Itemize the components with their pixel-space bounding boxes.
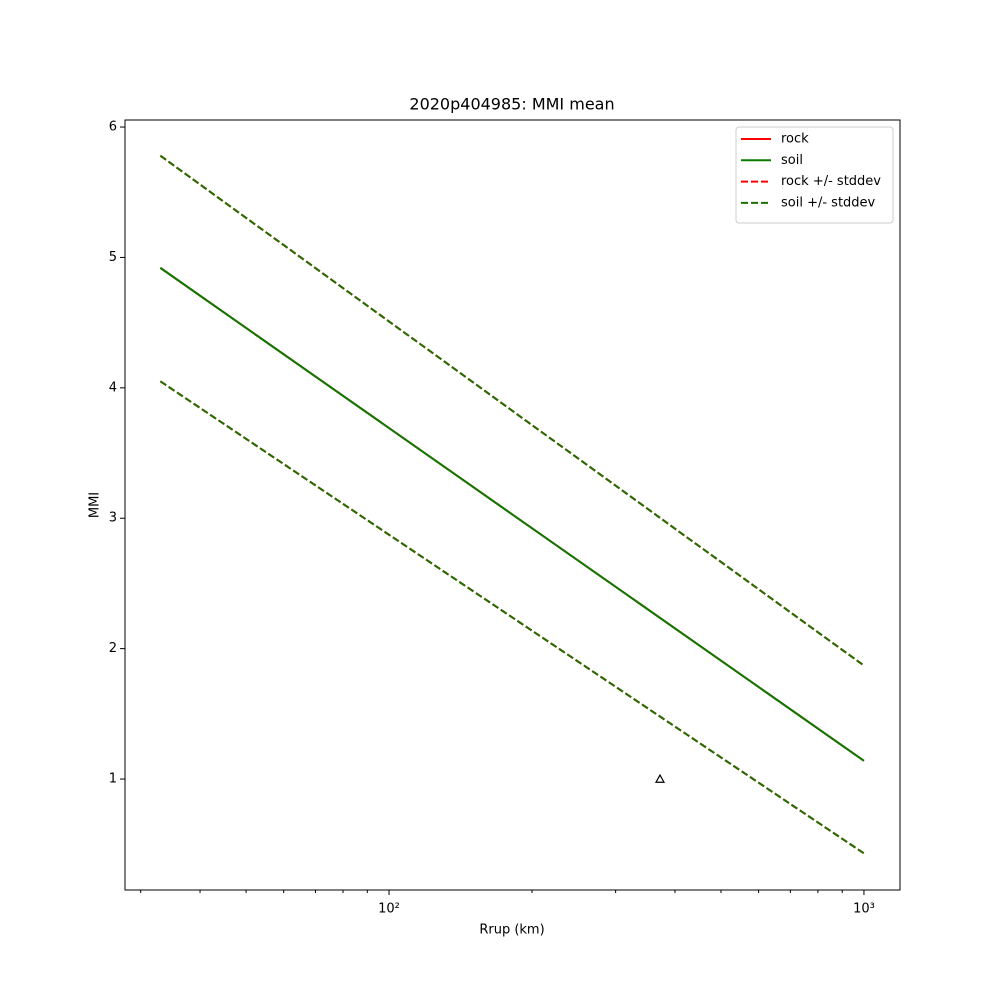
chart-title: 2020p404985: MMI mean <box>409 95 614 114</box>
legend-box <box>735 126 894 224</box>
legend-label: rock +/- stddev <box>781 174 881 189</box>
plot-frame <box>124 119 901 891</box>
observation-marker <box>654 773 666 783</box>
y-tick-label: 5 <box>109 250 117 265</box>
x-axis-label: Rrup (km) <box>479 923 544 938</box>
legend-label: rock <box>781 132 809 147</box>
y-tick-label: 1 <box>109 772 117 787</box>
x-tick-label: 10³ <box>853 902 875 917</box>
series-line <box>159 267 865 762</box>
y-tick-label: 4 <box>109 380 117 395</box>
x-tick-label: 10² <box>378 902 400 917</box>
legend-label: soil <box>781 153 803 168</box>
y-tick-label: 3 <box>109 511 117 526</box>
series-line <box>159 380 865 855</box>
y-tick-label: 2 <box>109 641 117 656</box>
y-tick-label: 6 <box>109 120 117 135</box>
y-axis-label: MMI <box>88 492 103 518</box>
legend-label: soil +/- stddev <box>781 195 876 210</box>
series-line <box>159 154 865 667</box>
